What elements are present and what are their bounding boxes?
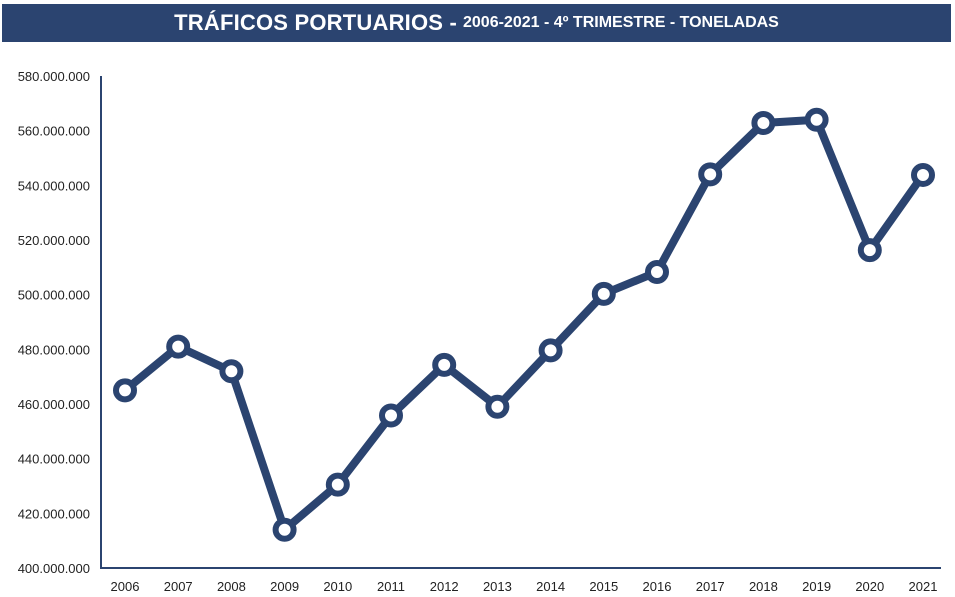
x-tick-label: 2007 (164, 579, 193, 594)
data-point-2008 (219, 359, 244, 384)
y-tick-label: 560.000.000 (18, 124, 90, 139)
x-tick-label: 2020 (855, 579, 884, 594)
series-polyline (121, 115, 927, 534)
x-tick-label: 2015 (589, 579, 618, 594)
data-point-2016 (645, 259, 669, 284)
x-tick-label: 2006 (111, 579, 140, 594)
y-tick-label: 460.000.000 (18, 397, 90, 412)
data-point-2012 (432, 352, 457, 377)
x-tick-label: 2009 (270, 579, 299, 594)
data-point-2020 (857, 238, 882, 263)
x-tick-label: 2021 (909, 579, 938, 594)
chart-subtitle: 2006-2021 - 4º TRIMESTRE - TONELADAS (463, 14, 779, 31)
x-tick-label: 2016 (643, 579, 672, 594)
x-tick-label: 2017 (696, 579, 725, 594)
chart-title-bar: TRÁFICOS PORTUARIOS - 2006-2021 - 4º TRI… (2, 4, 951, 42)
data-point-2009 (272, 517, 297, 542)
data-point-2006 (113, 378, 137, 403)
x-axis-ticks: 2006 2007 2008 2009 2010 2011 2012 2013 2014 2015… (111, 579, 938, 594)
data-point-2021 (911, 162, 935, 187)
x-tick-label: 2012 (430, 579, 459, 594)
chart-axes (100, 76, 941, 569)
x-tick-label: 2018 (749, 579, 778, 594)
data-point-2011 (379, 403, 403, 428)
x-tick-label: 2019 (802, 579, 831, 594)
chart-title: TRÁFICOS PORTUARIOS - (174, 10, 457, 35)
y-tick-label: 520.000.000 (18, 233, 90, 248)
data-point-2018 (751, 111, 776, 136)
y-tick-label: 540.000.000 (18, 178, 90, 193)
data-point-2017 (698, 162, 723, 187)
y-tick-label: 580.000.000 (18, 69, 90, 84)
data-point-2007 (166, 334, 191, 359)
x-tick-label: 2010 (323, 579, 352, 594)
data-point-2019 (804, 107, 829, 132)
y-tick-label: 480.000.000 (18, 342, 90, 357)
x-tick-label: 2011 (377, 579, 405, 594)
x-tick-label: 2014 (536, 579, 565, 594)
x-tick-label: 2013 (483, 579, 512, 594)
y-tick-label: 420.000.000 (18, 506, 90, 521)
y-axis-ticks: 400.000.000 420.000.000 440.000.000 460.000… (18, 69, 90, 576)
data-point-2010 (325, 472, 350, 497)
y-tick-label: 440.000.000 (18, 452, 90, 467)
series-points (113, 107, 935, 542)
y-tick-label: 500.000.000 (18, 288, 90, 303)
x-tick-label: 2008 (217, 579, 246, 594)
data-point-2013 (485, 394, 510, 419)
data-point-2014 (538, 338, 563, 363)
y-tick-label: 400.000.000 (18, 561, 90, 576)
data-point-2015 (591, 281, 616, 306)
series-line (121, 115, 927, 534)
